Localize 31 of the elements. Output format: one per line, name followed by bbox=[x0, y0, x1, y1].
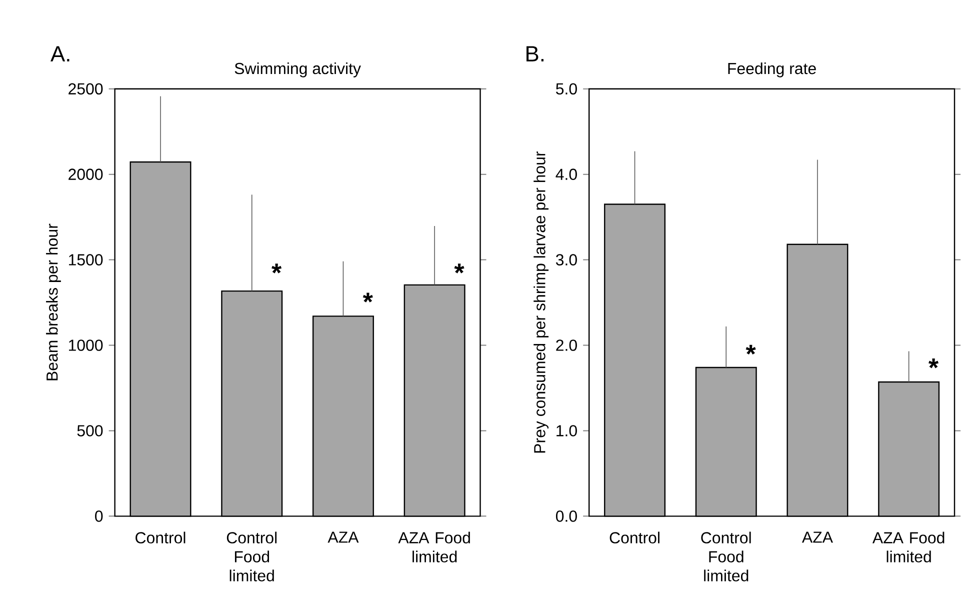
annotation: * bbox=[454, 264, 464, 274]
annotation: * bbox=[928, 358, 939, 368]
y-tick-label: 500 bbox=[77, 425, 103, 436]
annotation: * bbox=[272, 264, 282, 274]
x-tick-label: Control bbox=[136, 532, 186, 544]
y-tick-label: 2.0 bbox=[556, 340, 577, 351]
y-tick-label: 5.0 bbox=[556, 83, 577, 95]
y-tick-label: 0 bbox=[95, 510, 103, 522]
chart-title: Feeding rate bbox=[728, 62, 816, 78]
x-tick-label: Control bbox=[610, 532, 660, 544]
text: B. bbox=[526, 46, 544, 62]
annotation: * bbox=[746, 344, 756, 355]
y-tick-label: 2500 bbox=[68, 83, 103, 94]
x-tick-label: AZA Food limited bbox=[872, 532, 944, 562]
y-tick-label: 1500 bbox=[69, 254, 103, 266]
x-tick-label: Control Food limited bbox=[226, 532, 277, 582]
x-tick-label: AZA bbox=[802, 532, 833, 543]
y-tick-label: 1000 bbox=[69, 340, 103, 351]
text: A. bbox=[50, 46, 70, 62]
y-tick-label: 3.0 bbox=[556, 254, 577, 266]
y-axis-title: Beam breaks per hour bbox=[46, 224, 61, 380]
y-tick-label: 4.0 bbox=[556, 168, 577, 180]
y-tick-label: 1.0 bbox=[556, 425, 577, 436]
x-tick-label: AZA Food limited bbox=[398, 532, 470, 562]
annotation: * bbox=[362, 292, 373, 302]
x-tick-label: Control Food limited bbox=[701, 532, 751, 582]
y-axis-title: Prey consumed per shrimp larvae per hour bbox=[534, 151, 549, 453]
y-tick-label: 2000 bbox=[68, 168, 103, 180]
y-tick-label: 0.0 bbox=[556, 510, 577, 522]
x-tick-label: AZA bbox=[328, 532, 359, 543]
chart-title: Swimming activity bbox=[234, 62, 361, 78]
